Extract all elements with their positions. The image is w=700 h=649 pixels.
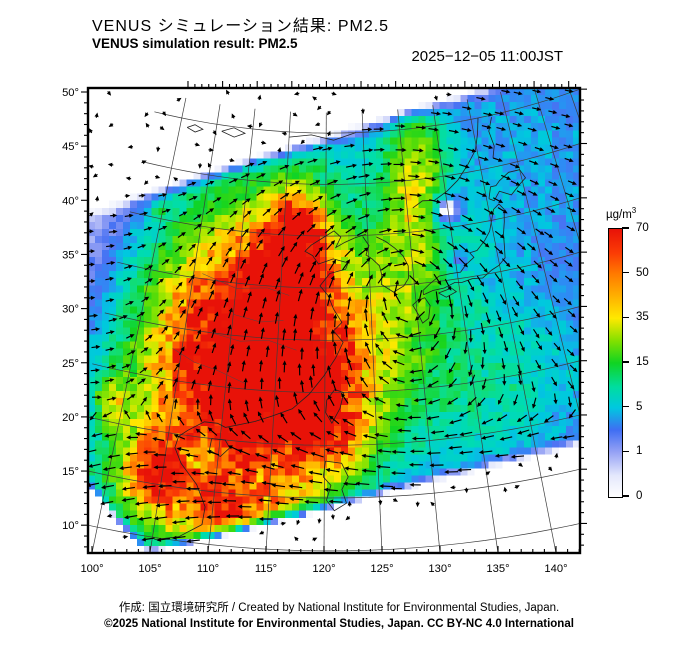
- lat-axis-label: 45°: [62, 141, 79, 153]
- colorbar-tick-label: 0: [636, 490, 643, 502]
- coastlines: [154, 117, 527, 540]
- lon-axis-label: 135°: [486, 563, 509, 575]
- lon-axis-label: 115°: [255, 563, 277, 575]
- page-subtitle: VENUS simulation result: PM2.5: [92, 36, 298, 51]
- colorbar-gradient: [608, 228, 623, 498]
- colorbar: µg/m3 70 50 35 15 5 1 0: [604, 206, 694, 506]
- timestamp: 2025−12−05 11:00JST: [411, 48, 563, 65]
- lat-axis-label: 10°: [62, 520, 79, 532]
- lat-axis-label: 40°: [62, 195, 79, 207]
- colorbar-tick-label: 70: [636, 222, 649, 234]
- colorbar-tick: [622, 450, 629, 453]
- copyright-line: ©2025 National Institute for Environment…: [104, 618, 574, 630]
- colorbar-tick-label: 1: [636, 445, 643, 458]
- graticule: [88, 88, 580, 553]
- lon-axis-label: 140°: [544, 563, 567, 575]
- lon-axis-label: 120°: [312, 563, 335, 575]
- colorbar-tick-label: 15: [636, 356, 649, 368]
- colorbar-tick: [622, 227, 629, 229]
- lat-axis-label: 50°: [62, 87, 79, 99]
- footer: 作成: 国立環境研究所 / Created by National Instit…: [0, 599, 678, 630]
- lat-axis-label: 35°: [62, 249, 79, 261]
- map-overlay: 100° 105° 110° 115° 120° 125° 130° 135° 140° 50° 4…: [62, 81, 587, 575]
- colorbar-tick: [622, 361, 629, 363]
- colorbar-tick: [622, 495, 629, 497]
- axis-labels: 100° 105° 110° 115° 120° 125° 130° 135° 140° 50° 4…: [62, 87, 567, 575]
- colorbar-tick-label: 5: [636, 400, 643, 413]
- lat-axis-label: 15°: [62, 466, 79, 478]
- wind-vectors: [88, 89, 578, 544]
- lat-axis-label: 20°: [62, 412, 79, 424]
- lat-axis-label: 30°: [62, 304, 79, 316]
- lon-axis-label: 130°: [428, 563, 451, 575]
- colorbar-tick-label: 35: [636, 311, 649, 324]
- colorbar-tick-label: 50: [636, 266, 649, 279]
- colorbar-unit-label: µg/m3: [606, 206, 637, 221]
- credit-line: 作成: 国立環境研究所 / Created by National Instit…: [118, 602, 560, 614]
- colorbar-tick: [622, 272, 629, 274]
- colorbar-tick: [622, 406, 629, 408]
- lat-axis-label: 25°: [62, 358, 79, 370]
- map-frame: [86, 86, 582, 555]
- pm25-heatmap-canvas: [88, 88, 580, 553]
- lon-axis-label: 125°: [370, 563, 393, 575]
- simulation-map: 100° 105° 110° 115° 120° 125° 130° 135° 140° 50° 4…: [62, 81, 587, 575]
- colorbar-tick: [622, 316, 629, 319]
- lon-axis-label: 100°: [80, 563, 103, 575]
- lon-axis-label: 105°: [138, 563, 161, 575]
- lon-axis-label: 110°: [197, 563, 219, 575]
- page-title: VENUS シミュレーション結果: PM2.5: [92, 18, 390, 35]
